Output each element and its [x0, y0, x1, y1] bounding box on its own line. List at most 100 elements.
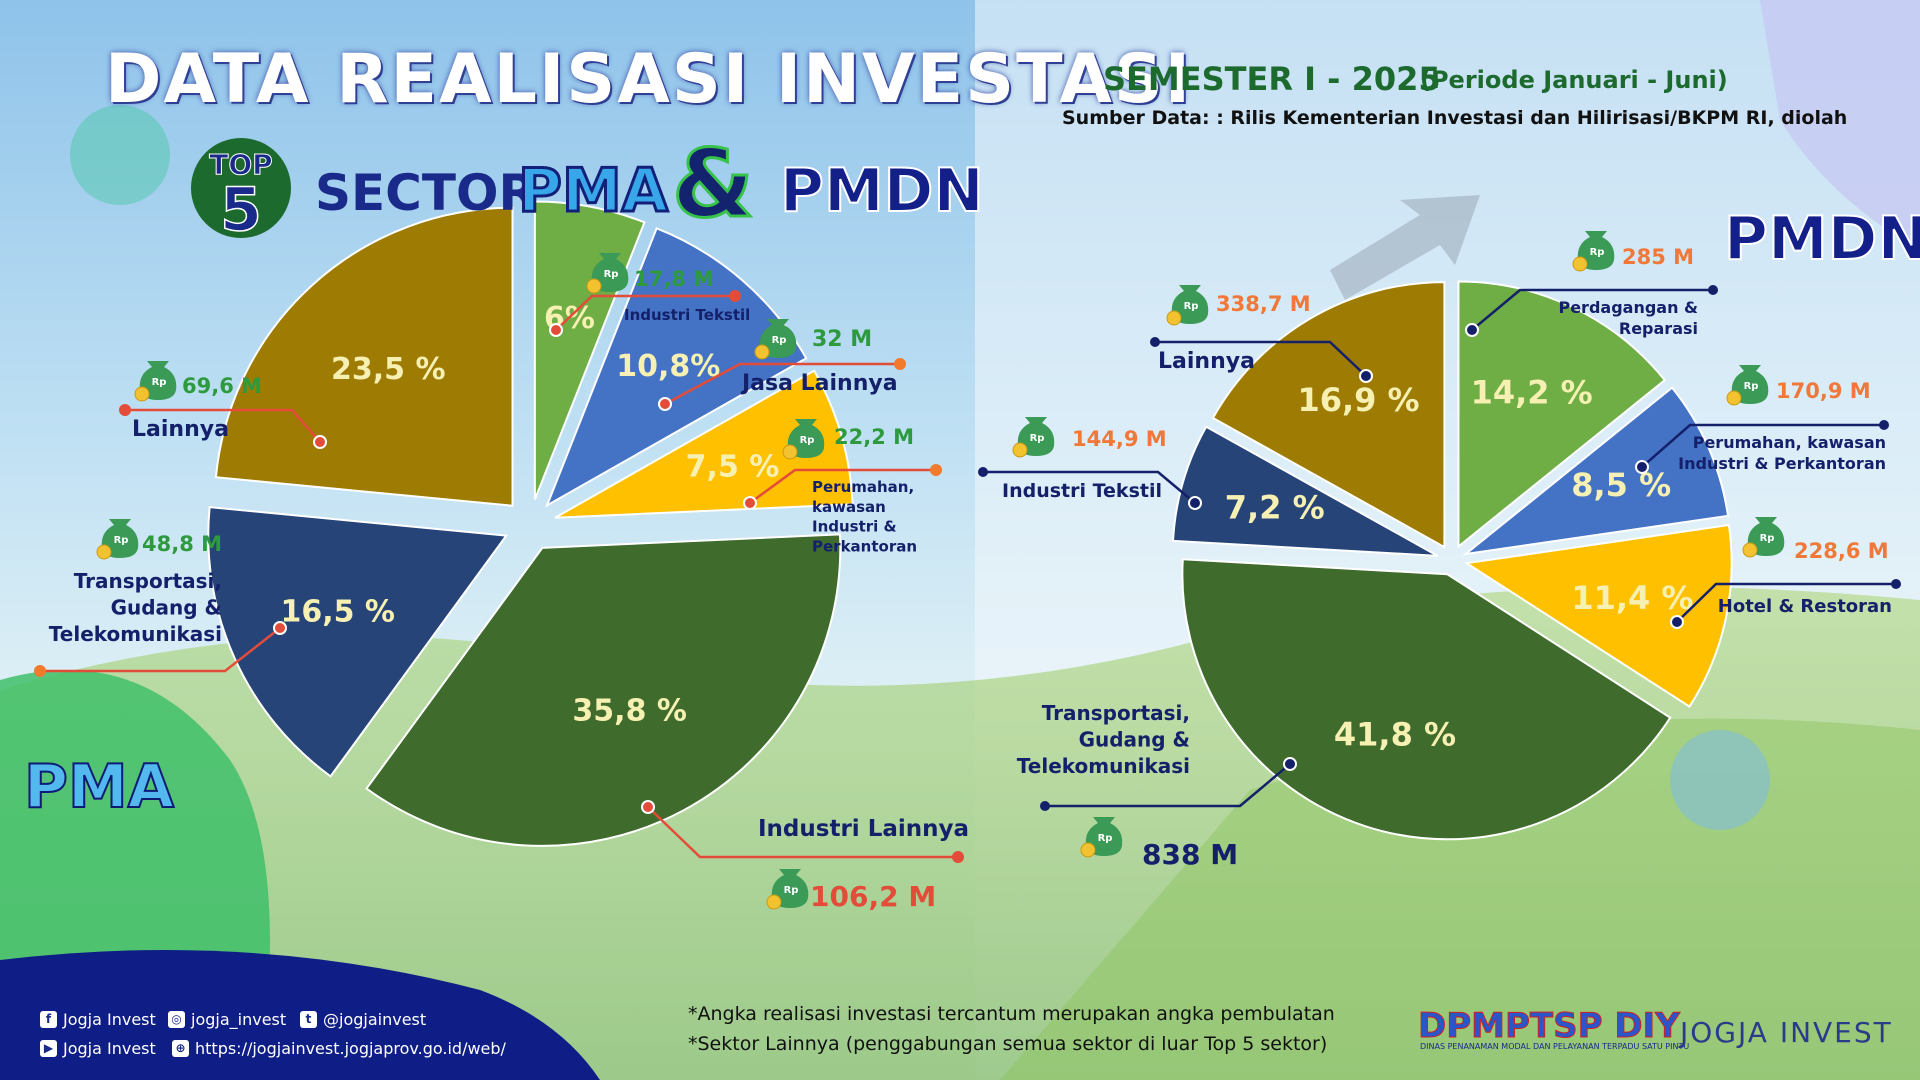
- pmdn-money-bag-icon-3: Rp: [1080, 817, 1123, 858]
- pmdn-percent-label-5: 16,9 %: [1297, 381, 1419, 419]
- pma-category-label-5: Lainnya: [132, 417, 229, 442]
- svg-text:Rp: Rp: [152, 377, 167, 388]
- pma-leader-line-2: [749, 468, 936, 505]
- svg-text:Rp: Rp: [1098, 833, 1113, 844]
- pma-leader-dot-3: [641, 800, 655, 814]
- pma-category-label-2: Perumahan, kawasan Industri & Perkantoran: [812, 478, 917, 555]
- pma-leader-line-3: [647, 806, 958, 859]
- pmdn-leader-end-2: [1891, 579, 1901, 589]
- top5-top-text: TOP: [209, 148, 272, 181]
- svg-text:Rp: Rp: [1030, 433, 1045, 444]
- pmdn-leader-dot-0: [1465, 323, 1479, 337]
- pma-leader-line-5: [125, 408, 321, 443]
- pmdn-heading: PMDN: [779, 155, 985, 227]
- pma-money-bag-icon-3: Rp: [766, 869, 809, 910]
- pma-amount-label-0: 17,8 M: [634, 267, 714, 291]
- pmdn-percent-label-3: 41,8 %: [1334, 716, 1456, 754]
- ampersand-heading: &: [671, 129, 756, 241]
- pmdn-leader-dot-1: [1635, 460, 1649, 474]
- pma-leader-end-4: [34, 665, 46, 677]
- pmdn-leader-end-1: [1879, 420, 1889, 430]
- pmdn-leader-dot-5: [1359, 369, 1373, 383]
- pmdn-percent-label-0: 14,2 %: [1471, 373, 1593, 411]
- pma-amount-label-4: 48,8 M: [142, 532, 222, 556]
- pma-category-label-4: Transportasi, Gudang & Telekomunikasi: [49, 569, 222, 646]
- pma-leader-dot-0: [549, 323, 563, 337]
- svg-text:Rp: Rp: [1760, 533, 1775, 544]
- footnote-lainnya: *Sektor Lainnya (penggabungan semua sekt…: [688, 1033, 1328, 1055]
- pmdn-leader-dot-2: [1670, 615, 1684, 629]
- pmdn-money-bag-icon-1: Rp: [1726, 365, 1769, 406]
- pma-amount-label-5: 69,6 M: [182, 374, 262, 398]
- pmdn-amount-label-0: 285 M: [1622, 245, 1694, 269]
- pma-leader-line-1: [664, 362, 900, 406]
- pma-percent-label-2: 7,5 %: [686, 450, 780, 485]
- pma-leader-dot-5: [313, 435, 327, 449]
- pmdn-money-bag-icon-2: Rp: [1742, 517, 1785, 558]
- youtube-icon: ▶: [40, 1040, 57, 1057]
- pmdn-leader-line-2: [1676, 582, 1896, 623]
- pmdn-money-bag-icon-5: Rp: [1166, 285, 1209, 326]
- pmdn-amount-label-3: 838 M: [1142, 838, 1238, 871]
- pma-percent-label-1: 10,8%: [616, 349, 720, 384]
- pma-category-label-3: Industri Lainnya: [758, 816, 969, 842]
- website-text: https://jogjainvest.jogjaprov.go.id/web/: [195, 1039, 506, 1058]
- pmdn-category-label-0: Perdagangan & Reparasi: [1558, 298, 1698, 338]
- pma-leader-end-0: [729, 290, 741, 302]
- pmdn-leader-line-0: [1471, 288, 1713, 331]
- youtube-link[interactable]: ▶ Jogja Invest: [40, 1039, 156, 1058]
- pmdn-money-bag-icon-4: Rp: [1012, 417, 1055, 458]
- pmdn-amount-label-5: 338,7 M: [1216, 292, 1311, 316]
- svg-text:Rp: Rp: [1590, 247, 1605, 258]
- instagram-link[interactable]: ◎ jogja_invest: [168, 1010, 286, 1029]
- pmdn-money-bag-icon-0: Rp: [1572, 231, 1615, 272]
- pma-leader-line-0: [555, 294, 735, 331]
- footnote-rounding: *Angka realisasi investasi tercantum mer…: [688, 1003, 1335, 1025]
- pmdn-leader-end-0: [1708, 285, 1718, 295]
- pmdn-section-label: PMDN: [1723, 203, 1920, 275]
- pma-slice-1: [545, 226, 808, 508]
- pmdn-leader-line-3: [1045, 763, 1291, 808]
- svg-text:Rp: Rp: [772, 335, 787, 346]
- pmdn-category-label-3: Transportasi, Gudang & Telekomunikasi: [1017, 701, 1190, 778]
- pmdn-slice-4: [1171, 425, 1439, 557]
- pmdn-leader-line-4: [983, 470, 1196, 504]
- pma-leader-dot-1: [658, 397, 672, 411]
- instagram-icon: ◎: [168, 1011, 185, 1028]
- svg-text:Rp: Rp: [604, 269, 619, 280]
- twitter-text: @jogjainvest: [323, 1010, 427, 1029]
- pmdn-category-label-1: Perumahan, kawasan Industri & Perkantoran: [1678, 433, 1886, 473]
- pma-percent-label-4: 16,5 %: [280, 594, 395, 629]
- pmdn-percent-label-1: 8,5 %: [1571, 466, 1671, 504]
- pmdn-category-label-4: Industri Tekstil: [1002, 480, 1162, 502]
- dpmptsp-subtitle: DINAS PENANAMAN MODAL DAN PELAYANAN TERP…: [1420, 1042, 1690, 1051]
- twitter-icon: t: [300, 1011, 317, 1028]
- svg-text:Rp: Rp: [784, 885, 799, 896]
- pmdn-leader-line-1: [1641, 423, 1884, 468]
- periode-text: (Periode Januari - Juni): [1420, 66, 1728, 94]
- pma-leader-end-3: [952, 851, 964, 863]
- twitter-link[interactable]: t @jogjainvest: [300, 1010, 426, 1029]
- svg-text:Rp: Rp: [800, 435, 815, 446]
- pma-leader-end-5: [119, 404, 131, 416]
- svg-text:Rp: Rp: [1184, 301, 1199, 312]
- pma-amount-label-3: 106,2 M: [810, 880, 936, 913]
- pmdn-amount-label-4: 144,9 M: [1072, 427, 1167, 451]
- pmdn-leader-end-3: [1040, 801, 1050, 811]
- website-link[interactable]: ⊕ https://jogjainvest.jogjaprov.go.id/we…: [172, 1039, 506, 1058]
- pma-section-label: PMA: [23, 751, 175, 823]
- facebook-link[interactable]: f Jogja Invest: [40, 1010, 156, 1029]
- pma-money-bag-icon-2: Rp: [782, 419, 825, 460]
- pma-leader-dot-2: [743, 496, 757, 510]
- pmdn-slice-3: [1181, 558, 1672, 841]
- pmdn-leader-line-5: [1155, 340, 1367, 377]
- top5-number: 5: [220, 175, 262, 244]
- pma-amount-label-1: 32 M: [812, 327, 872, 352]
- dpmptsp-logo: DPMPTSP DIY: [1418, 1006, 1681, 1047]
- pma-percent-label-3: 35,8 %: [572, 694, 687, 729]
- pmdn-leader-dot-3: [1283, 757, 1297, 771]
- pma-money-bag-icon-4: Rp: [96, 519, 139, 560]
- globe-icon: ⊕: [172, 1040, 189, 1057]
